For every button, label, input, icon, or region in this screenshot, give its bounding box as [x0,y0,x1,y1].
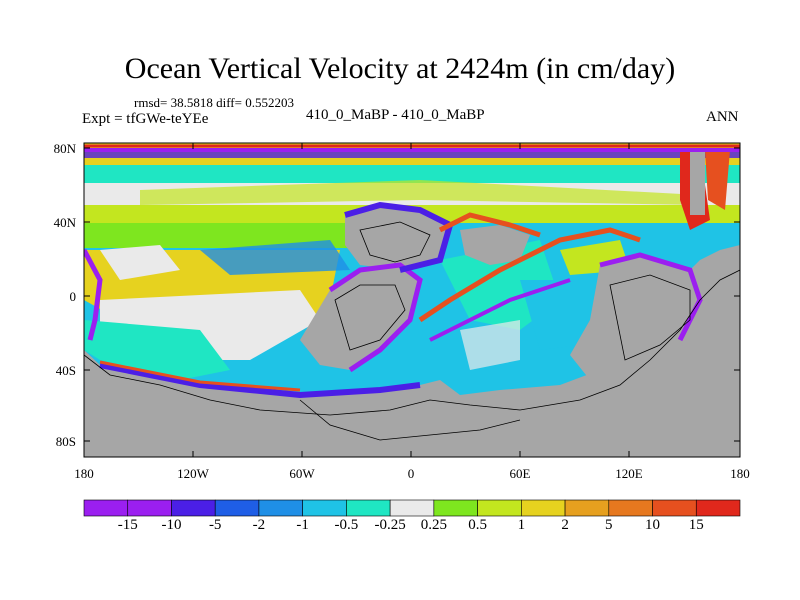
coastline [334,284,406,351]
coast-fringe [99,362,421,399]
stats-label: rmsd= 38.5818 diff= 0.552203 [134,95,294,110]
land-arctic [690,150,705,215]
land-south [84,245,740,457]
lon-label: 180 [74,466,94,481]
lon-label: 0 [407,466,415,481]
colorbar-label: 10 [645,517,661,533]
colorbar-label: -15 [117,517,138,533]
coast-fringe [438,212,541,238]
land-africa [460,225,530,265]
lat-label: 40N [53,215,76,230]
plot-frame [83,142,741,458]
colorbar-box [477,499,522,517]
lat-label: 80N [53,141,76,156]
coast-fringe [344,201,454,273]
coastline [359,221,431,263]
coast-fringe [599,252,703,342]
colorbar-box [83,499,129,517]
ocean-band [140,180,700,205]
lat-label: 0 [69,289,77,304]
coast-fringe [84,248,103,341]
colorbar-label: -0.5 [334,517,359,533]
ocean-blob [460,320,520,370]
season-label: ANN [706,109,739,125]
coastline [299,399,521,441]
colorbar-box [521,499,566,517]
colorbar-label: -10 [161,517,182,533]
ocean-band [84,165,740,183]
ocean-blob [705,150,730,210]
colorbar-label: -1 [296,517,309,533]
colorbar-box [564,499,610,517]
colorbar-label: -2 [252,517,266,533]
map-title: Ocean Vertical Velocity at 2424m (in cm/… [124,52,676,85]
coast-fringe [429,278,571,342]
coastline [84,269,740,416]
coast-fringe [418,227,641,323]
colorbar [83,499,741,517]
lon-label: 120E [615,466,643,481]
expt-label: Expt = tfGWe-teYEe [82,111,209,127]
lon-label: 60W [289,466,315,481]
ocean-band [84,223,384,248]
land-south-america [300,265,420,370]
axis-ticks [83,143,741,457]
ocean-blob [200,240,350,275]
colorbar-box [258,499,303,517]
lon-label: 120W [177,466,209,481]
land-asia [570,255,700,380]
colorbar-label: 0.25 [420,517,447,533]
colorbar-label: 2 [561,517,569,533]
colorbar-label: 5 [605,517,613,533]
colorbar-label: 1 [517,517,526,533]
colorbar-label: -0.25 [374,517,406,533]
land-north-america [345,205,450,270]
coastline [609,274,691,361]
colorbar-box [389,499,435,517]
colorbar-label: 15 [688,517,704,533]
colorbar-box [608,499,653,517]
case-label: 410_0_MaBP - 410_0_MaBP [306,107,485,123]
colorbar-box [346,499,391,517]
coast-fringe [99,360,301,392]
ocean-blob [100,245,180,280]
colorbar-label: -5 [208,517,222,533]
ocean-band [84,150,740,158]
lon-label: 60E [509,466,531,481]
lat-label: 80S [55,434,76,449]
lat-label: 40S [55,363,76,378]
colorbar-box [171,499,216,517]
colorbar-box [652,499,697,517]
colorbar-box [695,499,741,517]
colorbar-box [214,499,260,517]
coast-fringe [328,262,423,373]
colorbar-box [302,499,347,517]
colorbar-box [127,499,172,517]
colorbar-label: 0.5 [468,517,487,533]
lon-label: 180 [730,466,750,481]
colorbar-box [433,499,478,517]
